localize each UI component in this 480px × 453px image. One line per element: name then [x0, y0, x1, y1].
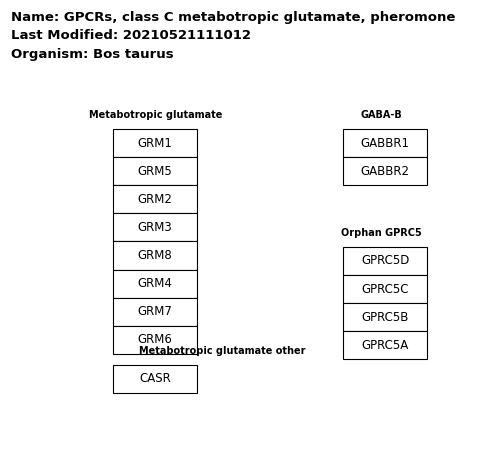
- FancyBboxPatch shape: [343, 331, 427, 359]
- FancyBboxPatch shape: [343, 303, 427, 331]
- Text: GABA-B: GABA-B: [361, 110, 402, 120]
- Text: GRM6: GRM6: [137, 333, 172, 346]
- Text: Organism: Bos taurus: Organism: Bos taurus: [11, 48, 173, 61]
- Text: GPRC5B: GPRC5B: [361, 311, 409, 323]
- FancyBboxPatch shape: [343, 275, 427, 303]
- Text: GPRC5D: GPRC5D: [361, 255, 409, 267]
- Text: GRM2: GRM2: [137, 193, 172, 206]
- Text: GRM8: GRM8: [137, 249, 172, 262]
- Text: Metabotropic glutamate: Metabotropic glutamate: [89, 110, 223, 120]
- FancyBboxPatch shape: [343, 157, 427, 185]
- FancyBboxPatch shape: [113, 241, 197, 270]
- Text: GRM5: GRM5: [137, 165, 172, 178]
- Text: GRM3: GRM3: [137, 221, 172, 234]
- FancyBboxPatch shape: [113, 365, 197, 393]
- Text: GRM7: GRM7: [137, 305, 172, 318]
- FancyBboxPatch shape: [343, 129, 427, 157]
- Text: Last Modified: 20210521111012: Last Modified: 20210521111012: [11, 29, 251, 43]
- Text: GRM4: GRM4: [137, 277, 172, 290]
- Text: Orphan GPRC5: Orphan GPRC5: [341, 228, 422, 238]
- Text: GPRC5A: GPRC5A: [361, 339, 409, 352]
- FancyBboxPatch shape: [343, 247, 427, 275]
- FancyBboxPatch shape: [113, 270, 197, 298]
- Text: Metabotropic glutamate other: Metabotropic glutamate other: [139, 346, 306, 356]
- FancyBboxPatch shape: [113, 326, 197, 354]
- FancyBboxPatch shape: [113, 298, 197, 326]
- Text: Name: GPCRs, class C metabotropic glutamate, pheromone: Name: GPCRs, class C metabotropic glutam…: [11, 11, 455, 24]
- Text: GPRC5C: GPRC5C: [361, 283, 409, 295]
- Text: GABBR1: GABBR1: [360, 137, 410, 149]
- Text: CASR: CASR: [139, 372, 171, 385]
- Text: GABBR2: GABBR2: [360, 165, 410, 178]
- FancyBboxPatch shape: [113, 157, 197, 185]
- Text: GRM1: GRM1: [137, 137, 172, 149]
- FancyBboxPatch shape: [113, 185, 197, 213]
- FancyBboxPatch shape: [113, 129, 197, 157]
- FancyBboxPatch shape: [113, 213, 197, 241]
